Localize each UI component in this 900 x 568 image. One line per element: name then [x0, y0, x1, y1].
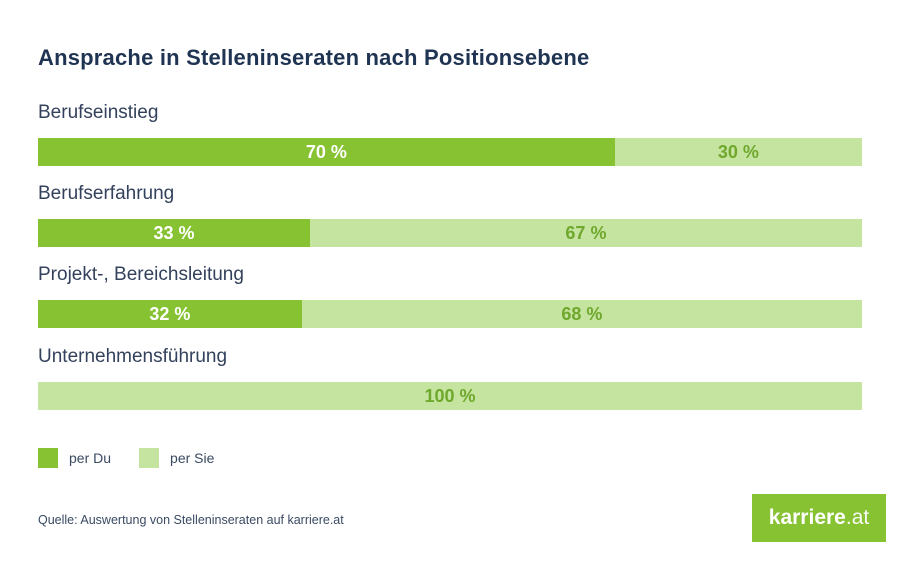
value-label-per-du: 33 % [153, 222, 195, 243]
bar-segment-per-du: 70 % [38, 138, 615, 166]
category-label: Berufseinstieg [38, 102, 159, 123]
legend-label-per-du: per Du [69, 450, 112, 466]
chart-row: Projekt-, Bereichsleitung 32 % 68 % [38, 262, 862, 328]
legend-label-per-sie: per Sie [170, 450, 215, 466]
value-label-per-sie: 100 % [424, 385, 476, 406]
page-title: Ansprache in Stelleninseraten nach Posit… [38, 45, 590, 70]
logo-text-light: .at [845, 506, 870, 529]
bar-segment-per-sie: 68 % [301, 300, 862, 328]
logo-text-bold: karriere [768, 506, 846, 529]
legend-item-per-du: per Du [38, 448, 111, 468]
stacked-bar: 32 % 68 % [38, 300, 862, 328]
bar-segment-per-du: 33 % [38, 219, 310, 247]
karriere-at-logo: karriere .at [752, 494, 886, 542]
bar-segment-per-sie: 30 % [614, 138, 862, 166]
value-label-per-du: 70 % [305, 141, 347, 162]
value-label-per-sie: 68 % [561, 303, 603, 324]
bar-segment-per-du: 32 % [38, 300, 302, 328]
chart-row: Berufserfahrung 33 % 67 % [38, 181, 862, 247]
category-label: Projekt-, Bereichsleitung [38, 264, 244, 285]
legend-item-per-sie: per Sie [139, 448, 214, 468]
chart-row: Unternehmensführung 100 % [38, 344, 862, 410]
category-label: Unternehmensführung [38, 346, 228, 367]
value-label-per-sie: 67 % [565, 222, 607, 243]
bar-segment-per-sie: 100 % [38, 382, 862, 410]
bar-segment-per-sie: 67 % [309, 219, 862, 247]
value-label-per-du: 32 % [149, 303, 191, 324]
stacked-bar: 100 % [38, 382, 862, 410]
legend-swatch-per-du [38, 448, 58, 468]
value-label-per-sie: 30 % [717, 141, 759, 162]
stacked-bar: 70 % 30 % [38, 138, 862, 166]
legend-swatch-per-sie [139, 448, 160, 468]
chart-row: Berufseinstieg 70 % 30 % [38, 100, 862, 166]
category-label: Berufserfahrung [38, 183, 175, 204]
legend: per Du per Sie [38, 448, 242, 468]
source-note: Quelle: Auswertung von Stelleninseraten … [38, 513, 344, 527]
stacked-bar: 33 % 67 % [38, 219, 862, 247]
